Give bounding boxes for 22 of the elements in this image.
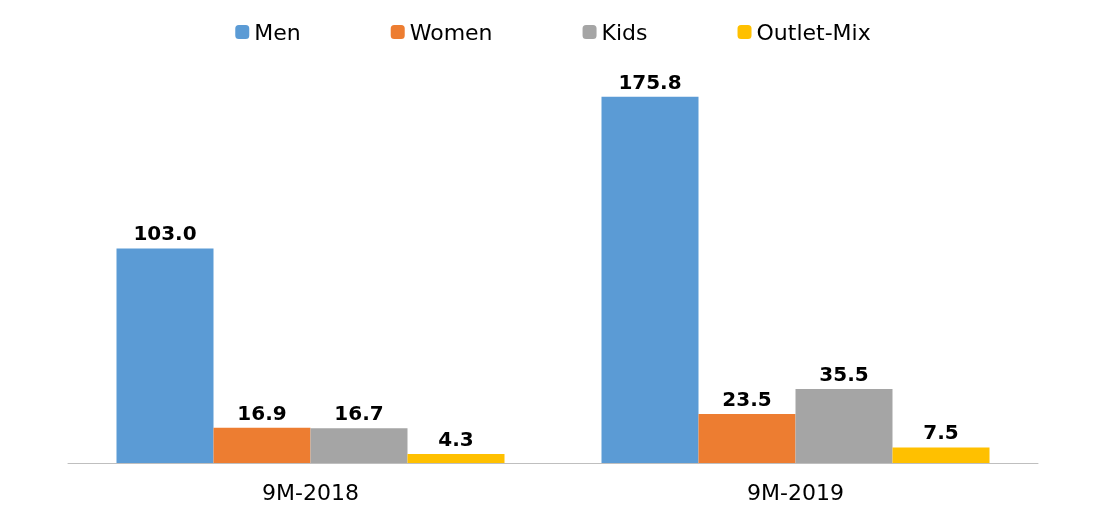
legend-label: Men xyxy=(254,19,301,45)
data-label: 23.5 xyxy=(722,387,772,412)
x-tick-label: 9M-2018 xyxy=(262,479,359,505)
bar xyxy=(310,428,408,463)
data-label: 35.5 xyxy=(819,362,869,387)
bar xyxy=(698,414,796,463)
data-label: 16.7 xyxy=(334,401,384,426)
data-label: 103.0 xyxy=(133,221,197,246)
bar xyxy=(407,454,505,463)
bar xyxy=(601,96,699,463)
legend-label: Kids xyxy=(601,19,648,45)
data-label: 175.8 xyxy=(618,69,682,94)
legend-label: Women xyxy=(409,19,493,45)
data-label: 4.3 xyxy=(438,427,474,452)
x-tick-label: 9M-2019 xyxy=(747,479,844,505)
legend-label: Outlet-Mix xyxy=(756,19,871,45)
bar xyxy=(892,447,990,463)
bar xyxy=(116,248,214,463)
bar xyxy=(795,389,893,463)
bar xyxy=(213,427,311,463)
data-label: 16.9 xyxy=(237,400,287,425)
data-label: 7.5 xyxy=(923,420,959,445)
